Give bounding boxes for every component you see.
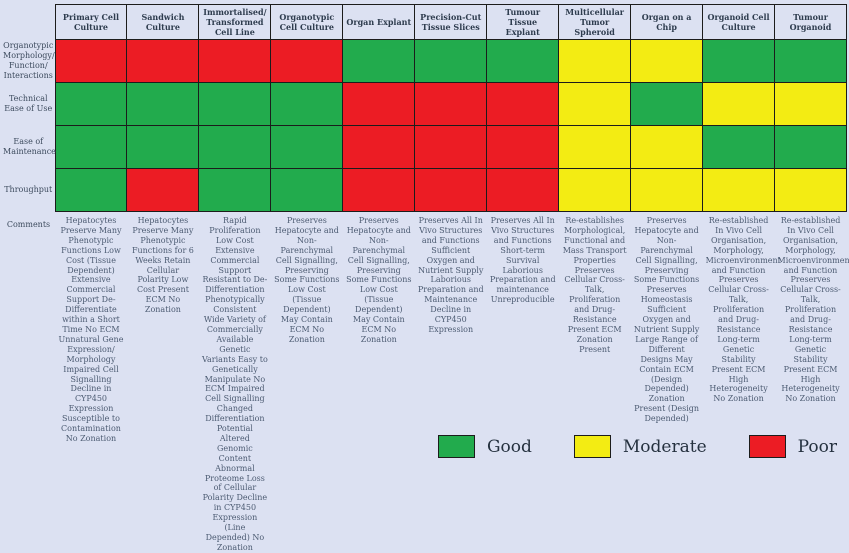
rating-cell-poor (126, 168, 200, 212)
legend-swatch-poor (748, 435, 786, 458)
rating-cell-moderate (702, 168, 776, 212)
column-header: Multicellular Tumor Spheroid (558, 4, 632, 40)
row-label: Ease of Maintenance (3, 137, 56, 156)
column-header: Immortalised/ Transformed Cell Line (198, 4, 272, 40)
legend: Good Moderate Poor (437, 435, 837, 458)
rating-cell-moderate (630, 168, 704, 212)
rating-cell-good (54, 168, 128, 212)
legend-item-good: Good (437, 435, 532, 458)
legend-item-poor: Poor (748, 435, 837, 458)
rating-cell-poor (414, 82, 488, 126)
rating-cell-poor (54, 39, 128, 83)
column-header: Primary Cell Culture (54, 4, 128, 40)
rating-cell-good (126, 125, 200, 169)
column-header: Organ on a Chip (630, 4, 704, 40)
row-label: Organotypic Morphology/ Function/ Intera… (3, 41, 55, 80)
rating-cell-moderate (630, 125, 704, 169)
rating-cell-good (198, 168, 272, 212)
comment-cell: Re-established In Vivo Cell Organisation… (777, 216, 849, 404)
rating-row: Organotypic Morphology/ Function/ Intera… (2, 39, 847, 83)
rating-cell-moderate (558, 168, 632, 212)
rating-cell-moderate (558, 39, 632, 83)
column-header: Tumour Tissue Explant (486, 4, 560, 40)
column-header: Organ Explant (342, 4, 416, 40)
rating-cell-good (198, 82, 272, 126)
rating-cell-good (774, 125, 847, 169)
rating-cell-good (414, 39, 488, 83)
rating-cell-poor (342, 82, 416, 126)
rating-cell-poor (126, 39, 200, 83)
rating-cell-good (270, 82, 344, 126)
rating-row: Ease of Maintenance (2, 125, 847, 169)
rating-cell-good (702, 39, 776, 83)
column-header: Sandwich Culture (126, 4, 200, 40)
comment-cell: Preserves Hepatocyte and Non-Parenchymal… (274, 216, 340, 344)
rating-cell-good (54, 125, 128, 169)
row-label: Throughput (4, 185, 53, 194)
comment-cell: Re-establishes Morphological, Functional… (562, 216, 627, 354)
rating-cell-poor (342, 125, 416, 169)
rating-cell-good (270, 125, 344, 169)
rating-cell-moderate (630, 39, 704, 83)
rating-cell-poor (342, 168, 416, 212)
corner-cell (2, 5, 55, 40)
rating-row: Technical Ease of Use (2, 82, 847, 126)
column-header: Precision-Cut Tissue Slices (414, 4, 488, 40)
rating-cell-poor (198, 39, 272, 83)
rating-row: Throughput (2, 168, 847, 212)
column-header: Organoid Cell Culture (702, 4, 776, 40)
rating-cell-moderate (558, 82, 632, 126)
comments-row-label: Comments (6, 219, 51, 229)
comments-row: Comments Hepatocytes Preserve Many Phenot… (2, 212, 849, 553)
comment-cell: Rapid Proliferation Low Cost Extensive C… (201, 216, 268, 552)
rating-cell-poor (414, 168, 488, 212)
comment-cell: Hepatocytes Preserve Many Phenotypic Fun… (131, 216, 194, 315)
rating-cell-good (702, 125, 776, 169)
comment-cell: Hepatocytes Preserve Many Phenotypic Fun… (58, 216, 124, 443)
comment-cell: Preserves All In Vivo Structures and Fun… (489, 216, 556, 305)
comment-cell: Preserves Hepatocyte and Non-Parenchymal… (346, 216, 412, 344)
rating-cell-good (486, 39, 560, 83)
legend-swatch-moderate (573, 435, 611, 458)
comment-cell: Preserves Hepatocyte and Non-Parenchymal… (633, 216, 700, 424)
comparison-table: Primary Cell Culture Sandwich Culture Immo… (2, 4, 849, 553)
rating-cell-poor (270, 39, 344, 83)
rating-cell-moderate (774, 82, 847, 126)
rating-cell-good (342, 39, 416, 83)
legend-label: Poor (797, 436, 837, 457)
column-header: Tumour Organoid (774, 4, 847, 40)
header-row: Primary Cell Culture Sandwich Culture Immo… (2, 4, 847, 40)
rating-cell-good (54, 82, 128, 126)
rating-cell-moderate (558, 125, 632, 169)
rating-cell-poor (486, 82, 560, 126)
comment-cell: Preserves All In Vivo Structures and Fun… (417, 216, 484, 334)
column-header: Organotypic Cell Culture (270, 4, 344, 40)
legend-swatch-good (437, 435, 475, 458)
rating-cell-good (198, 125, 272, 169)
rating-cell-moderate (774, 168, 847, 212)
rating-cell-poor (414, 125, 488, 169)
comparison-table-body: Primary Cell Culture Sandwich Culture Immo… (2, 4, 849, 553)
rating-cell-poor (486, 168, 560, 212)
comment-cell: Re-established In Vivo Cell Organisation… (705, 216, 781, 404)
legend-item-moderate: Moderate (573, 435, 707, 458)
rating-cell-good (630, 82, 704, 126)
legend-label: Moderate (622, 436, 707, 457)
rating-cell-good (270, 168, 344, 212)
legend-label: Good (486, 436, 532, 457)
rating-cell-good (126, 82, 200, 126)
rating-cell-moderate (702, 82, 776, 126)
rating-cell-good (774, 39, 847, 83)
row-label: Technical Ease of Use (4, 94, 53, 113)
rating-cell-poor (486, 125, 560, 169)
